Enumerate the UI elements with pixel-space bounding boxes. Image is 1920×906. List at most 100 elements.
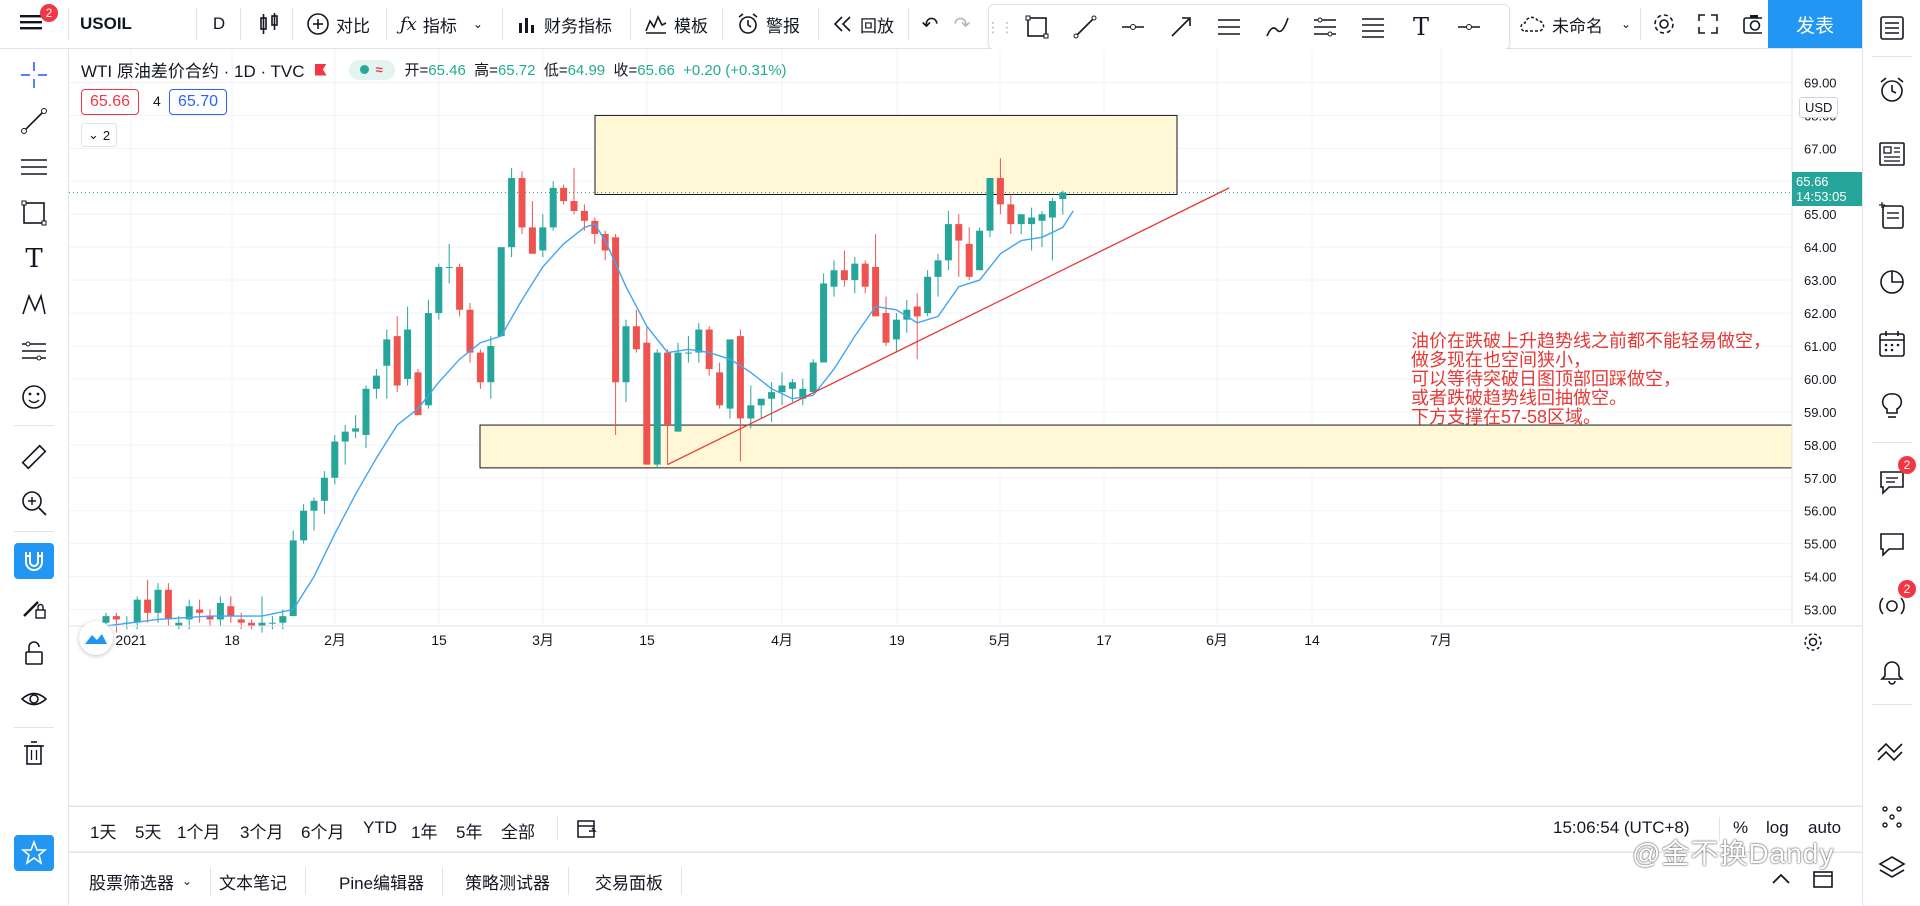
object-tree-button[interactable] <box>1872 796 1912 836</box>
favorites-toolbar[interactable] <box>14 835 54 871</box>
redo-icon: ↷ <box>953 13 971 36</box>
left-toolbar: T <box>0 49 69 905</box>
range-5y[interactable]: 5年 <box>456 823 483 842</box>
tab-text-notes[interactable]: 文本笔记 <box>219 867 306 895</box>
publish-button[interactable]: 发表 <box>1768 0 1862 48</box>
auto-toggle[interactable]: auto <box>1808 818 1842 837</box>
zoom-tool[interactable] <box>14 485 54 521</box>
range-all[interactable]: 全部 <box>501 823 535 842</box>
data-toggle[interactable]: ≈ <box>348 59 395 80</box>
shape-tools[interactable] <box>14 195 54 231</box>
tab-trading-panel[interactable]: 交易面板 <box>595 867 682 895</box>
range-3m[interactable]: 3个月 <box>240 823 284 842</box>
chart-pane[interactable]: 53.00 54.00 55.00 56.00 57.00 58.00 59.00 60.00… <box>69 49 1862 805</box>
hotlists-button[interactable] <box>1872 196 1912 236</box>
fib-tool[interactable] <box>1309 11 1341 43</box>
range-1m[interactable]: 1个月 <box>177 823 221 842</box>
range-6m[interactable]: 6个月 <box>301 823 345 842</box>
axis-settings-button[interactable] <box>1802 631 1826 655</box>
candle-body <box>300 510 308 541</box>
pattern-tools[interactable] <box>14 287 54 323</box>
percent-toggle[interactable]: % <box>1733 818 1749 837</box>
data-window-button[interactable] <box>1872 134 1912 174</box>
tradingview-logo[interactable] <box>79 621 113 655</box>
notifications-button[interactable] <box>1872 650 1912 690</box>
ideas-stream-button[interactable] <box>1872 386 1912 426</box>
prediction-tools[interactable] <box>14 333 54 369</box>
templates-button[interactable]: 模板 <box>638 8 714 40</box>
range-ytd[interactable]: YTD <box>363 818 397 837</box>
line-tools[interactable] <box>14 103 54 139</box>
calendar-chart-button[interactable] <box>1872 262 1912 302</box>
redo-button[interactable]: ↷ <box>946 8 978 40</box>
crosshair-tool[interactable] <box>14 57 54 93</box>
candle-body <box>872 266 880 317</box>
price-chart[interactable]: 53.00 54.00 55.00 56.00 57.00 58.00 59.00 60.00… <box>69 49 1862 805</box>
stay-in-drawing-mode[interactable] <box>14 589 54 625</box>
snapshot-button[interactable] <box>1736 8 1768 40</box>
alerts-button[interactable] <box>1872 70 1912 110</box>
text-tools[interactable]: T <box>14 241 54 277</box>
candle-body <box>435 266 443 314</box>
horizontal-line-tool[interactable] <box>1117 11 1149 43</box>
indicators-collapse[interactable]: ⌄ 2 <box>81 123 118 147</box>
brush-tool[interactable] <box>1261 11 1293 43</box>
arrow-tool[interactable] <box>1165 11 1197 43</box>
hide-drawings[interactable] <box>14 681 54 717</box>
trendline-tool[interactable] <box>1069 11 1101 43</box>
magnet-mode[interactable] <box>14 543 54 579</box>
alert-button[interactable]: 警报 <box>730 8 806 40</box>
fullscreen-button[interactable] <box>1688 8 1728 40</box>
range-1d[interactable]: 1天 <box>90 823 117 842</box>
horizontal-line-icon <box>1122 24 1144 30</box>
layers-button[interactable] <box>1872 848 1912 888</box>
remove-drawings[interactable] <box>14 735 54 771</box>
price-line-tool[interactable] <box>1453 11 1485 43</box>
symbol-search[interactable]: USOIL <box>74 8 194 40</box>
fib-extension-tool[interactable] <box>1357 11 1389 43</box>
tab-strategy-tester[interactable]: 策略测试器 <box>465 867 569 895</box>
calendar-button[interactable] <box>1872 324 1912 364</box>
series-title[interactable]: WTI 原油差价合约 · 1D · TVC <box>81 62 305 81</box>
chart-style-button[interactable] <box>252 8 284 40</box>
annotation-text[interactable]: 油价在跌破上升趋势线之前都不能轻易做空， 做多现在也空间狭小， 可以等待突破日图… <box>1411 332 1831 427</box>
collapse-sidebar-button[interactable] <box>1872 732 1912 772</box>
tab-pine-editor[interactable]: Pine编辑器 <box>339 867 444 895</box>
measure-tool[interactable] <box>14 439 54 475</box>
gear-icon <box>1654 14 1674 34</box>
collapse-panel-button[interactable] <box>1769 869 1793 894</box>
lock-drawings[interactable] <box>14 635 54 671</box>
goto-date-button[interactable] <box>575 817 599 846</box>
menu-button[interactable]: 2 <box>18 4 58 38</box>
undo-button[interactable]: ↶ <box>914 8 946 40</box>
drag-handle[interactable]: ⋮⋮ <box>986 18 1014 35</box>
channel-tools[interactable] <box>14 149 54 185</box>
messages-button[interactable] <box>1872 524 1912 564</box>
watchlist-button[interactable] <box>1872 8 1912 48</box>
rectangle-tool[interactable] <box>1021 11 1053 43</box>
compare-button[interactable]: 对比 <box>300 8 376 40</box>
tab-stock-screener[interactable]: 股票筛选器 ⌄ <box>89 867 212 895</box>
layout-button[interactable]: 未命名 ⌄ <box>1512 8 1637 40</box>
financials-button[interactable]: 财务指标 <box>510 8 618 40</box>
currency-label[interactable]: USD <box>1799 97 1839 118</box>
parallel-channel-tool[interactable] <box>1213 11 1245 43</box>
chats-button[interactable]: 2 <box>1872 456 1916 502</box>
icon-tools[interactable] <box>14 379 54 415</box>
candle-body <box>788 382 796 389</box>
maximize-panel-button[interactable] <box>1811 869 1835 896</box>
settings-button[interactable] <box>1644 8 1684 40</box>
range-1y[interactable]: 1年 <box>411 823 438 842</box>
tab-label: 股票筛选器 <box>89 873 174 893</box>
streams-button[interactable]: 2 <box>1872 580 1916 626</box>
indicators-button[interactable]: ƒx 指标 ⌄ <box>394 8 489 40</box>
interval-button[interactable]: D <box>204 8 234 40</box>
text-tool[interactable]: T <box>1405 11 1437 43</box>
log-toggle[interactable]: log <box>1766 818 1789 837</box>
sell-button[interactable]: 65.66 <box>81 89 140 115</box>
candle-body <box>154 589 162 613</box>
clock[interactable]: 15:06:54 (UTC+8) <box>1553 818 1690 837</box>
buy-button[interactable]: 65.70 <box>169 89 228 115</box>
replay-button[interactable]: 回放 <box>826 8 900 40</box>
range-5d[interactable]: 5天 <box>135 823 162 842</box>
